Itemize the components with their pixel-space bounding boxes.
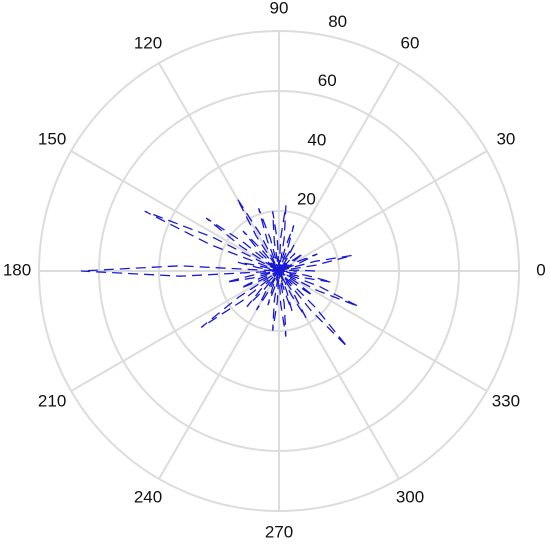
r-tick-label: 80 <box>328 12 347 31</box>
grid-spoke <box>70 150 280 272</box>
theta-tick-label: 300 <box>396 487 424 506</box>
theta-tick-label: 330 <box>492 391 520 410</box>
theta-tick-label: 210 <box>38 391 66 410</box>
theta-tick-label: 120 <box>134 34 162 53</box>
theta-tick-label: 240 <box>134 487 162 506</box>
grid-spoke <box>278 150 488 272</box>
grid-spoke <box>278 62 400 272</box>
r-tick-label: 40 <box>307 130 326 149</box>
grid-spoke <box>278 270 488 392</box>
grid-spoke <box>158 62 280 272</box>
r-tick-label: 20 <box>297 189 316 208</box>
theta-tick-label: 30 <box>496 129 515 148</box>
theta-tick-label: 0 <box>536 260 545 279</box>
grid-spoke <box>158 270 280 480</box>
theta-tick-label: 60 <box>401 34 420 53</box>
r-tick-label: 60 <box>318 71 337 90</box>
theta-tick-label: 150 <box>38 129 66 148</box>
polar-line <box>80 197 359 348</box>
theta-tick-label: 90 <box>270 0 289 17</box>
theta-tick-label: 180 <box>3 260 31 279</box>
theta-tick-label: 270 <box>265 522 293 541</box>
grid-spoke <box>70 270 280 392</box>
grid-spoke <box>278 270 400 480</box>
